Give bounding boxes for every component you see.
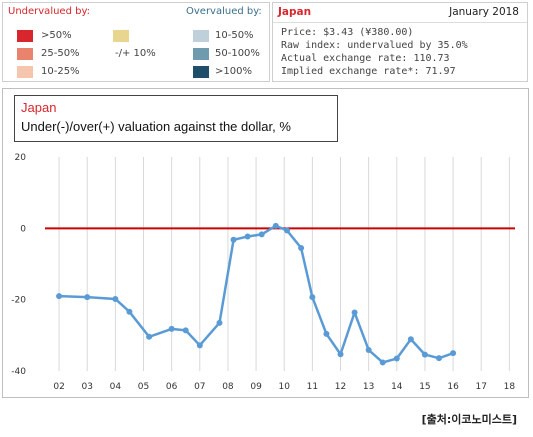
data-point xyxy=(421,351,428,358)
legend-swatch-over-10-50 xyxy=(193,30,209,42)
y-tick-label: -20 xyxy=(11,296,26,306)
x-tick-label: 08 xyxy=(222,382,234,392)
x-tick-label: 12 xyxy=(335,382,346,392)
legend-swatch-mid xyxy=(113,30,129,42)
data-point xyxy=(272,222,279,229)
legend-label-over-100: >100% xyxy=(215,66,252,77)
y-tick-label: -40 xyxy=(11,367,26,377)
data-point xyxy=(337,351,344,358)
legend-swatch-under-25-50 xyxy=(17,48,33,60)
data-point xyxy=(168,325,175,332)
chart-title-box: Japan Under(-)/over(+) valuation against… xyxy=(14,95,338,142)
y-tick-label: 20 xyxy=(15,153,27,163)
x-tick-label: 04 xyxy=(110,382,122,392)
undervalued-header: Undervalued by: xyxy=(8,6,91,17)
data-point xyxy=(298,244,305,251)
data-point xyxy=(216,319,223,326)
x-tick-label: 03 xyxy=(81,382,92,392)
legend-label-under-10-25: 10-25% xyxy=(41,66,80,77)
price-text: Price: $3.43 (¥380.00) xyxy=(281,27,414,38)
overvalued-header: Overvalued by: xyxy=(186,6,262,17)
chart-subtitle: Under(-)/over(+) valuation against the d… xyxy=(21,119,291,134)
data-point xyxy=(309,294,316,301)
data-point xyxy=(230,236,237,243)
legend-swatch-over-50-100 xyxy=(193,48,209,60)
raw-index-text: Raw index: undervalued by 35.0% xyxy=(281,40,468,51)
data-point xyxy=(112,295,119,302)
data-point xyxy=(126,308,133,315)
data-point xyxy=(56,293,63,300)
data-point xyxy=(450,350,457,357)
x-tick-label: 02 xyxy=(53,382,64,392)
data-point xyxy=(84,294,91,301)
data-point xyxy=(365,346,372,353)
x-tick-label: 15 xyxy=(419,382,430,392)
x-tick-label: 13 xyxy=(363,382,374,392)
x-tick-label: 11 xyxy=(307,382,318,392)
x-tick-label: 09 xyxy=(250,382,262,392)
x-tick-label: 06 xyxy=(166,382,178,392)
y-tick-label: 0 xyxy=(20,224,26,234)
data-point xyxy=(244,233,251,240)
data-point xyxy=(196,342,203,349)
data-point xyxy=(393,355,400,362)
x-tick-label: 17 xyxy=(476,382,487,392)
actual-rate-text: Actual exchange rate: 110.73 xyxy=(281,53,450,64)
implied-rate-text: Implied exchange rate*: 71.97 xyxy=(281,66,456,77)
x-tick-label: 05 xyxy=(138,382,149,392)
info-panel: Japan January 2018 Price: $3.43 (¥380.00… xyxy=(272,2,528,82)
x-tick-label: 07 xyxy=(194,382,205,392)
x-tick-label: 14 xyxy=(391,382,403,392)
report-date: January 2018 xyxy=(449,6,519,18)
legend-label-mid: -/+ 10% xyxy=(115,48,156,59)
legend-label-under-50: >50% xyxy=(41,30,72,41)
data-point xyxy=(351,309,358,316)
legend-label-over-50-100: 50-100% xyxy=(215,48,260,59)
data-point xyxy=(284,227,291,234)
legend-swatch-under-10-25 xyxy=(17,66,33,78)
legend-label-over-10-50: 10-50% xyxy=(215,30,254,41)
source-credit: [출처:이코노미스트] xyxy=(421,413,517,426)
data-point xyxy=(146,333,153,340)
legend-swatch-under-50 xyxy=(17,30,33,42)
data-point xyxy=(323,330,330,337)
data-point xyxy=(258,231,265,238)
info-divider xyxy=(273,22,527,23)
legend-panel: Undervalued by: Overvalued by: >50% 25-5… xyxy=(2,2,270,82)
data-point xyxy=(436,355,443,362)
chart-title: Japan xyxy=(21,100,57,115)
x-tick-label: 10 xyxy=(278,382,290,392)
data-point xyxy=(407,336,414,343)
legend-swatch-over-100 xyxy=(193,66,209,78)
data-point xyxy=(379,359,386,366)
country-name: Japan xyxy=(278,6,312,18)
x-tick-label: 18 xyxy=(504,382,516,392)
legend-label-under-25-50: 25-50% xyxy=(41,48,80,59)
data-point xyxy=(182,327,189,334)
x-tick-label: 16 xyxy=(447,382,459,392)
